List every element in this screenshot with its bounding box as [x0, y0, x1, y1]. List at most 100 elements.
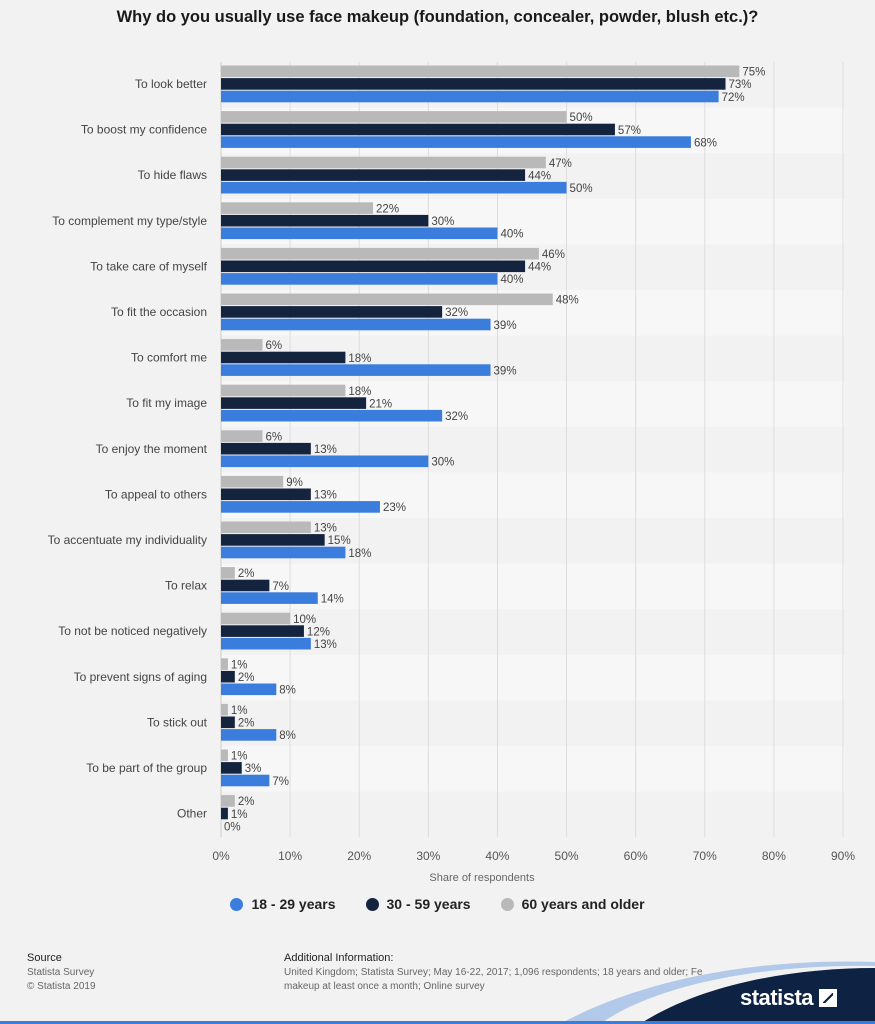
data-label: 2% [238, 796, 255, 808]
legend-dot-30-59 [365, 897, 379, 911]
additional-info-block: Additional Information: United Kingdom; … [284, 951, 784, 994]
data-label: 50% [570, 183, 593, 195]
category-label: To boost my confidence [81, 123, 207, 137]
data-label: 12% [307, 626, 330, 638]
bar [221, 612, 291, 625]
data-label: 72% [722, 92, 745, 104]
data-label: 18% [348, 353, 371, 365]
legend-dot-60-plus [500, 897, 514, 911]
data-label: 48% [556, 295, 579, 307]
bar [221, 136, 691, 148]
data-label: 2% [238, 568, 255, 580]
source-block: Source Statista Survey © Statista 2019 [27, 951, 96, 994]
x-tick-label: 30% [416, 849, 440, 863]
category-label: To relax [165, 579, 207, 593]
bar [221, 475, 284, 488]
bar [221, 339, 263, 351]
statista-logo-icon [819, 989, 838, 1007]
bar [221, 683, 277, 696]
x-axis-title: Share of respondents [429, 872, 535, 884]
data-label: 68% [694, 137, 717, 149]
bar [221, 501, 380, 513]
chart-title: Why do you usually use face makeup (foun… [116, 8, 759, 26]
x-tick-label: 20% [347, 849, 371, 863]
data-label: 2% [238, 718, 255, 730]
copyright: © Statista 2019 [27, 981, 96, 992]
data-label: 13% [314, 639, 337, 651]
category-label: To complement my type/style [52, 214, 207, 228]
bar-chart: 0% 10% 20% 30% 40% 50% 60% 70% 80% 90% To look bet… [48, 62, 855, 884]
data-label: 3% [245, 763, 262, 775]
data-label: 40% [500, 274, 523, 286]
source-name[interactable]: Statista Survey [27, 967, 95, 978]
statista-logo[interactable]: statista [740, 985, 838, 1011]
x-tick-label: 90% [831, 849, 855, 863]
data-label: 40% [500, 229, 523, 241]
x-tick-label: 40% [485, 849, 509, 863]
category-label: To take care of myself [90, 259, 207, 273]
data-label: 1% [231, 751, 248, 763]
category-label: To enjoy the moment [96, 442, 208, 456]
data-label: 8% [279, 730, 296, 742]
data-label: 32% [445, 411, 468, 423]
data-label: 9% [286, 477, 303, 489]
category-label: To hide flaws [138, 168, 207, 182]
additional-info-heading: Additional Information: [284, 952, 394, 964]
data-label: 18% [348, 548, 371, 560]
data-label: 39% [494, 320, 517, 332]
category-label: Other [177, 807, 207, 821]
data-label: 39% [494, 365, 517, 377]
data-label: 13% [314, 490, 337, 502]
bar [221, 351, 346, 364]
legend-label-60-plus: 60 years and older [521, 896, 645, 912]
category-label: To not be noticed negatively [58, 624, 207, 638]
x-tick-label: 50% [555, 849, 579, 863]
bar [221, 567, 235, 579]
bar [221, 592, 318, 604]
brand-wave-shape [640, 968, 875, 1024]
data-label: 57% [618, 125, 641, 137]
bar [221, 579, 270, 592]
bar [221, 521, 311, 534]
x-tick-label: 0% [212, 849, 230, 863]
data-label: 6% [265, 431, 282, 443]
legend-item-18-29[interactable]: 18 - 29 years [230, 896, 336, 912]
data-label: 15% [328, 535, 351, 547]
bar [221, 123, 615, 136]
legend-item-60-plus[interactable]: 60 years and older [500, 896, 645, 912]
bar [221, 703, 228, 716]
bar [221, 534, 325, 546]
bar [221, 397, 367, 409]
bar [221, 774, 270, 787]
source-heading: Source [27, 952, 62, 964]
bar [221, 455, 429, 468]
bar [221, 293, 553, 306]
x-tick-label: 80% [762, 849, 786, 863]
data-label: 22% [376, 203, 399, 215]
data-label: 32% [445, 307, 468, 319]
bar [221, 384, 346, 397]
data-label: 23% [383, 502, 406, 514]
bar [221, 318, 491, 331]
data-label: 73% [729, 79, 752, 91]
data-label: 75% [742, 67, 765, 79]
data-label: 7% [272, 581, 289, 593]
data-label: 18% [348, 386, 371, 398]
data-label: 46% [542, 249, 565, 261]
bar [221, 795, 235, 807]
data-label: 2% [238, 672, 255, 684]
row-band [221, 654, 845, 701]
data-label: 14% [321, 593, 344, 605]
legend-label-18-29: 18 - 29 years [251, 896, 336, 912]
row-band [221, 563, 845, 610]
category-label: To accentuate my individuality [48, 533, 207, 547]
data-label: 30% [431, 457, 454, 469]
brand-wave-highlight [560, 961, 875, 1024]
bar [221, 306, 443, 318]
legend-item-30-59[interactable]: 30 - 59 years [365, 896, 471, 912]
bar [221, 625, 304, 637]
bar [221, 90, 719, 103]
x-tick-label: 70% [693, 849, 717, 863]
bar [221, 214, 429, 227]
